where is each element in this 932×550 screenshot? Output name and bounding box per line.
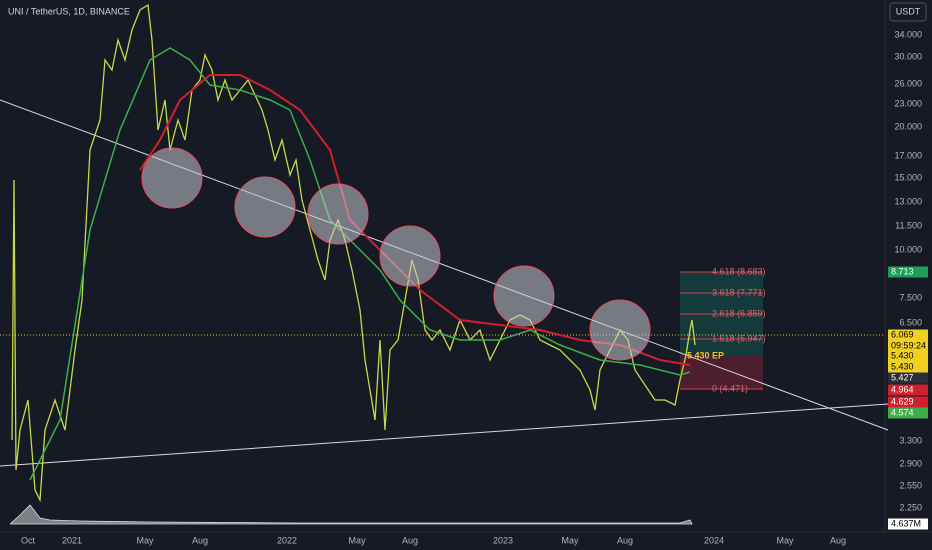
time-axis-label: 2024 bbox=[704, 535, 724, 545]
price-tag: 5.430 bbox=[891, 361, 914, 371]
price-tag-bg bbox=[888, 329, 928, 352]
highlight-circle bbox=[379, 225, 441, 287]
time-axis-label: Oct bbox=[21, 535, 36, 545]
price-tag: 5.427 bbox=[891, 372, 914, 382]
price-axis-label: 26.000 bbox=[894, 78, 922, 88]
currency-box bbox=[889, 2, 927, 22]
trend-line bbox=[0, 403, 889, 467]
price-tag-bg bbox=[888, 266, 928, 278]
time-axis-label: 2021 bbox=[62, 535, 82, 545]
price-tag-bg bbox=[888, 361, 928, 373]
stop-zone bbox=[680, 355, 763, 389]
price-tag: 5.430 bbox=[891, 350, 914, 360]
time-axis-label: Aug bbox=[617, 535, 633, 545]
circles bbox=[141, 147, 651, 361]
symbol-title: UNI / TetherUS, 1D, BINANCE bbox=[8, 6, 130, 16]
highlight-circle bbox=[307, 183, 369, 245]
price-tag-bg bbox=[888, 396, 928, 408]
price-axis-label: 11.500 bbox=[895, 220, 922, 230]
price-axis-label: 10.000 bbox=[894, 244, 922, 254]
highlight-circle bbox=[234, 176, 296, 238]
fib-label: 2.618 (6.859) bbox=[712, 308, 766, 318]
highlight-circle bbox=[141, 147, 203, 209]
price-tag: 4.637M bbox=[891, 518, 921, 528]
price-tag: 6.069 bbox=[891, 329, 914, 339]
fib-label: 3.618 (7.771) bbox=[712, 287, 766, 297]
price-axis-label: 3.300 bbox=[899, 435, 922, 445]
time-axis-label: May bbox=[776, 535, 794, 545]
currency: USDT bbox=[896, 6, 921, 16]
price-axis-label: 6.500 bbox=[899, 317, 922, 327]
fib-levels bbox=[680, 271, 763, 390]
volume bbox=[9, 504, 693, 525]
fib-label: 1.618 (5.947) bbox=[712, 333, 766, 343]
price-tag: 4.964 bbox=[891, 384, 914, 394]
time-axis-label: May bbox=[561, 535, 579, 545]
moving-average bbox=[139, 74, 691, 366]
highlight-circle bbox=[589, 299, 651, 361]
time-axis-label: May bbox=[136, 535, 154, 545]
price-tag-bg bbox=[888, 350, 928, 362]
time-axis-label: 2022 bbox=[277, 535, 297, 545]
price-tag-bg bbox=[888, 372, 928, 384]
countdown: 09:59:24 bbox=[891, 340, 926, 350]
price-tag-bg bbox=[888, 407, 928, 419]
price-axis-label: 7.500 bbox=[899, 292, 922, 302]
highlight-circle bbox=[493, 265, 555, 327]
price-tag: 8.713 bbox=[891, 266, 914, 276]
time-axis-label: Aug bbox=[192, 535, 208, 545]
price-axis-label: 2.250 bbox=[899, 502, 922, 512]
price-tag-bg bbox=[888, 518, 928, 530]
price-axis-label: 13.000 bbox=[894, 196, 922, 206]
fib-label: 4.618 (8.683) bbox=[712, 266, 766, 276]
price-tag: 4.629 bbox=[891, 396, 914, 406]
trend-line bbox=[0, 99, 889, 431]
entry-label: 5.430 EP bbox=[687, 350, 724, 360]
price-tag-bg bbox=[888, 384, 928, 396]
price-axis-label: 20.000 bbox=[894, 121, 922, 131]
fib-label: 0 (4.471) bbox=[712, 383, 748, 393]
time-axis-label: 2023 bbox=[493, 535, 513, 545]
price-axis-label: 2.550 bbox=[899, 480, 922, 490]
price-axis-label: 34.000 bbox=[894, 29, 922, 39]
time-axis-label: Aug bbox=[402, 535, 418, 545]
price-axis-label: 15.000 bbox=[894, 172, 922, 182]
price-tag: 4.574 bbox=[891, 407, 914, 417]
price-axis-label: 23.000 bbox=[894, 98, 922, 108]
price-axis-label: 2.900 bbox=[899, 458, 922, 468]
price-axis-label: 30.000 bbox=[894, 51, 922, 61]
time-axis-label: May bbox=[348, 535, 366, 545]
price-axis-label: 17.000 bbox=[894, 150, 922, 160]
time-axis-label: Aug bbox=[830, 535, 846, 545]
